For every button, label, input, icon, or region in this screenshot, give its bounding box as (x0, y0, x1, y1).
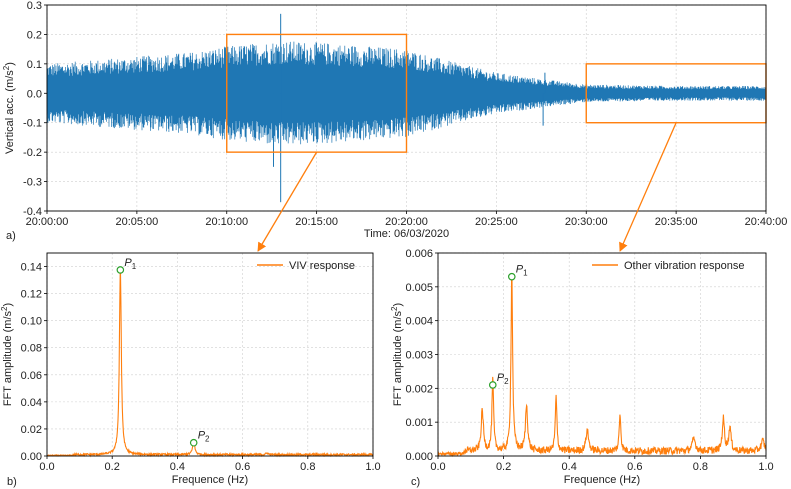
peak-marker (116, 266, 125, 274)
y-tick-label: 0.006 (405, 248, 433, 260)
panel-label: a) (6, 230, 16, 242)
y-tick-label: 0.002 (405, 383, 433, 395)
x-tick-label: 0.2 (496, 461, 511, 473)
y-axis-label-group: FFT amplitude (m/s2) (390, 303, 404, 406)
panel-label: c) (411, 476, 420, 488)
x-tick-label: 0.8 (693, 461, 708, 473)
peak-label: P2 (497, 372, 509, 386)
x-tick-label: 0.6 (235, 461, 250, 473)
y-tick-label: -0.2 (23, 147, 42, 159)
panel-c: P1 P2 Other vibration response 0.0 0.2 0.4 0.6… (390, 248, 774, 488)
x-tick-label: 20:40:00 (745, 216, 788, 228)
x-tick-label: 0.8 (300, 461, 315, 473)
y-tick-label: 0.1 (27, 59, 42, 71)
y-tick-label: -0.3 (23, 177, 42, 189)
x-tick-label: 1.0 (758, 461, 773, 473)
y-axis-label: Vertical acc. (m/s2) (2, 62, 16, 154)
x-tick-label: 20:25:00 (475, 216, 518, 228)
x-tick-label: 20:05:00 (115, 216, 158, 228)
y-tick-label: 0.10 (21, 316, 42, 328)
y-axis-label: FFT amplitude (m/s2) (390, 303, 404, 406)
y-tick-label: -0.4 (23, 206, 42, 218)
y-axis-label-group: FFT amplitude (m/s2) (0, 303, 14, 406)
zoom-arrow-2 (619, 122, 677, 252)
x-tick-label: 0.0 (430, 461, 445, 473)
x-tick-label: 20:10:00 (205, 216, 248, 228)
x-tick-label: 0.4 (170, 461, 185, 473)
y-tick-label: 0.02 (21, 424, 42, 436)
x-tick-label: 20:35:00 (655, 216, 698, 228)
zoom-arrow-1 (257, 151, 318, 252)
y-axis-label: FFT amplitude (m/s2) (0, 303, 14, 406)
peak-label: P2 (198, 430, 210, 444)
x-tick-label: 0.6 (627, 461, 642, 473)
y-tick-label: 0.12 (21, 289, 42, 301)
y-tick-label: 0.00 (21, 451, 42, 463)
panel-label: b) (7, 476, 17, 488)
y-tick-label: 0.3 (27, 0, 42, 12)
x-tick-label: 0.0 (39, 461, 54, 473)
fft-spectrum-line (437, 275, 767, 458)
y-tick-label: 0.0 (27, 88, 42, 100)
y-tick-label: 0.000 (405, 451, 433, 463)
x-tick-label: 0.4 (562, 461, 577, 473)
y-tick-label: 0.005 (405, 282, 433, 294)
x-tick-label: 20:00:00 (26, 216, 69, 228)
peak-marker (507, 272, 516, 281)
x-tick-label: 0.2 (105, 461, 120, 473)
x-tick-label: 20:20:00 (385, 216, 428, 228)
y-axis-label-group: Vertical acc. (m/s2) (2, 62, 16, 154)
legend-label: Other vibration response (624, 260, 744, 272)
y-tick-label: -0.1 (23, 118, 42, 130)
y-tick-label: 0.2 (27, 29, 42, 41)
x-axis-label: Frequence (Hz) (564, 474, 640, 486)
y-tick-label: 0.08 (21, 343, 42, 355)
x-tick-label: 20:30:00 (565, 216, 608, 228)
fft-spectrum-line (46, 272, 374, 458)
axes-frame (46, 252, 374, 457)
x-tick-label: 1.0 (365, 461, 380, 473)
y-tick-label: 0.14 (21, 262, 42, 274)
panel-b: P1 P2 VIV response 0.0 0.2 0.4 0.6 0.8 1.0 0.00 0.… (0, 252, 381, 488)
y-tick-label: 0.001 (405, 417, 433, 429)
peak-marker (488, 381, 497, 389)
peak-label: P1 (124, 257, 136, 271)
y-tick-label: 0.06 (21, 370, 42, 382)
x-axis-label: Frequence (Hz) (172, 474, 248, 486)
legend-label: VIV response (289, 260, 355, 272)
x-tick-label: 20:15:00 (295, 216, 338, 228)
panel-a: 20:00:00 20:05:00 20:10:00 20:15:00 20:20:00… (2, 0, 787, 242)
y-tick-label: 0.04 (21, 397, 42, 409)
y-tick-label: 0.004 (405, 316, 433, 328)
x-axis-label: Time: 06/03/2020 (364, 228, 449, 240)
peak-marker (189, 438, 198, 447)
y-tick-label: 0.003 (405, 350, 433, 362)
peak-label: P1 (516, 264, 528, 278)
